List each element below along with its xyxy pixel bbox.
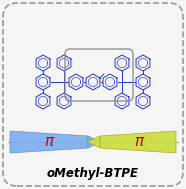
- Text: $\pi$: $\pi$: [44, 135, 56, 149]
- Polygon shape: [88, 136, 101, 148]
- Polygon shape: [100, 131, 176, 153]
- Text: oMethyl-BTPE: oMethyl-BTPE: [47, 167, 139, 180]
- FancyBboxPatch shape: [3, 3, 183, 186]
- Polygon shape: [10, 131, 88, 153]
- Polygon shape: [87, 136, 100, 148]
- Text: $\pi$: $\pi$: [134, 135, 146, 149]
